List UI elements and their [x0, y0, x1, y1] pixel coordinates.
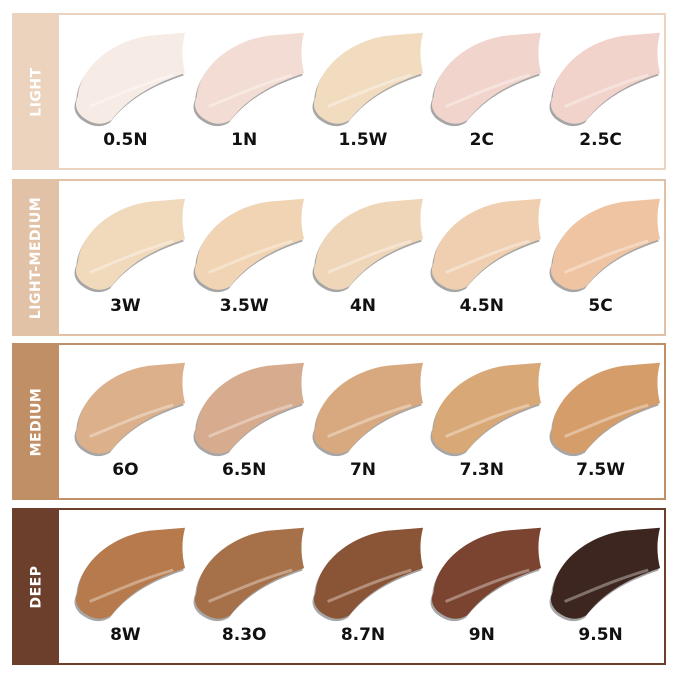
shade-swatch: [430, 198, 542, 293]
shade-swatch: [193, 527, 304, 622]
shade-label: 4.5N: [459, 296, 504, 316]
shade-swatch: [312, 362, 423, 457]
shade-swatch: [193, 32, 304, 127]
shade-swatch: [549, 32, 661, 127]
shade-label: 9.5N: [578, 625, 623, 645]
shade-swatch-item[interactable]: 6O: [66, 345, 186, 498]
shade-group-panel: LIGHT-MEDIUM 3W 3.5W 4N 4.5N 5C: [12, 179, 666, 336]
shade-swatch-item[interactable]: 9.5N: [541, 510, 661, 663]
group-label: MEDIUM: [28, 387, 45, 456]
shade-label: 8W: [110, 625, 141, 645]
shade-swatch: [312, 527, 423, 622]
shade-swatch: [430, 362, 542, 457]
shade-swatch: [312, 198, 423, 293]
shade-label: 5C: [588, 296, 613, 316]
shade-label: 8.7N: [340, 625, 386, 645]
shade-label: 0.5N: [103, 130, 148, 150]
shade-swatch-item[interactable]: 2C: [422, 15, 542, 168]
shade-swatch-item[interactable]: 8.3O: [185, 510, 304, 663]
shade-label: 6O: [112, 460, 139, 480]
shade-swatch: [193, 198, 304, 293]
shade-group-panel: LIGHT 0.5N 1N 1.5W 2C 2.5C: [12, 13, 666, 170]
shade-swatch: [312, 32, 423, 127]
shade-swatch-item[interactable]: 9N: [422, 510, 542, 663]
shade-swatch-item[interactable]: 2.5C: [541, 15, 661, 168]
group-label-bar: LIGHT: [14, 15, 59, 168]
shade-label: 2C: [469, 130, 494, 150]
shade-swatch-item[interactable]: 5C: [541, 181, 661, 334]
shade-label: 2.5C: [579, 130, 622, 150]
shade-swatch: [74, 362, 186, 457]
shade-swatch-item[interactable]: 4.5N: [422, 181, 542, 334]
shade-swatch: [74, 527, 186, 622]
shade-label: 9N: [468, 625, 495, 645]
group-label-bar: LIGHT-MEDIUM: [14, 181, 59, 334]
shade-swatch-item[interactable]: 8W: [66, 510, 186, 663]
group-label: DEEP: [28, 564, 45, 609]
shade-swatch: [74, 198, 186, 293]
shade-swatch-item[interactable]: 1.5W: [304, 15, 423, 168]
shade-label: 3W: [110, 296, 141, 316]
shade-swatch: [549, 198, 661, 293]
shade-label: 3.5W: [219, 296, 269, 316]
shade-swatch-item[interactable]: 3.5W: [185, 181, 304, 334]
shade-swatch-item[interactable]: 7.3N: [422, 345, 542, 498]
shade-swatch-item[interactable]: 7.5W: [541, 345, 661, 498]
shade-swatch-item[interactable]: 6.5N: [185, 345, 304, 498]
shade-swatch-item[interactable]: 4N: [304, 181, 423, 334]
group-label-bar: MEDIUM: [14, 345, 59, 498]
shade-group-panel: MEDIUM 6O 6.5N 7N 7.3N 7.5W: [12, 343, 666, 500]
shade-swatch: [549, 527, 661, 622]
shade-label: 7.5W: [576, 460, 626, 480]
shade-swatch: [430, 527, 542, 622]
shade-swatch-item[interactable]: 7N: [304, 345, 423, 498]
shade-label: 7N: [349, 460, 377, 480]
shade-swatch-item[interactable]: 8.7N: [304, 510, 423, 663]
shade-swatch-item[interactable]: 1N: [185, 15, 304, 168]
shade-swatch: [549, 362, 661, 457]
group-label-bar: DEEP: [14, 510, 59, 663]
shade-swatch: [193, 362, 304, 457]
group-label: LIGHT-MEDIUM: [28, 196, 45, 319]
shade-label: 6.5N: [222, 460, 267, 480]
shade-group-panel: DEEP 8W 8.3O 8.7N 9N 9.5N: [12, 508, 666, 665]
shade-swatch-item[interactable]: 0.5N: [66, 15, 186, 168]
shade-swatch-item[interactable]: 3W: [66, 181, 186, 334]
shade-label: 7.3N: [459, 460, 504, 480]
shade-label: 1N: [231, 130, 258, 150]
shade-label: 1.5W: [338, 130, 388, 150]
shade-label: 4N: [349, 296, 377, 316]
shade-swatch: [430, 32, 542, 127]
group-label: LIGHT: [28, 66, 45, 117]
shade-label: 8.3O: [221, 625, 267, 645]
shade-swatch: [74, 32, 186, 127]
